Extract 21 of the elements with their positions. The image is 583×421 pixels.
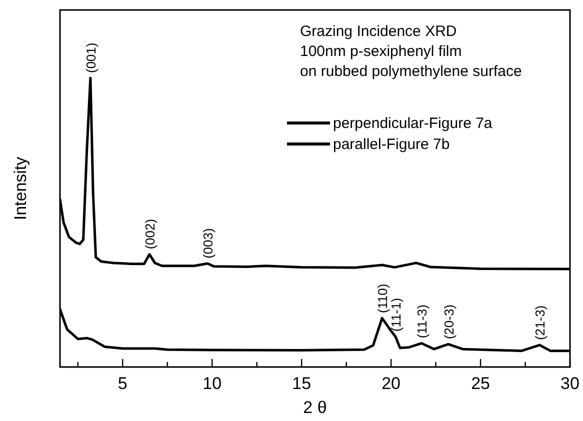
x-tick-label: 25: [471, 374, 490, 393]
legend-label: parallel-Figure 7b: [333, 136, 450, 153]
annotation: (21-3): [532, 305, 548, 340]
annotation: on rubbed polymethylene surface: [300, 63, 522, 80]
annotation: (20-3): [441, 304, 456, 340]
legend-label: perpendicular-Figure 7a: [333, 115, 493, 132]
y-axis-title: Intensity: [11, 156, 30, 220]
annotation: (002): [142, 218, 158, 250]
annotation: (11-3): [414, 304, 430, 338]
text: 100nm p-sexiphenyl film: [300, 43, 462, 60]
x-tick-label: 20: [382, 374, 401, 393]
x-tick-label: 5: [118, 374, 128, 393]
annotation: (003): [200, 228, 216, 259]
annotation: (001): [83, 42, 98, 73]
annotation: (110): [375, 284, 390, 314]
x-tick-label: 15: [292, 374, 312, 393]
x-axis-title: 2 θ: [303, 398, 327, 417]
text: Grazing Incidence XRD: [300, 23, 457, 40]
annotation: (11-1): [388, 298, 404, 332]
x-tick-label: 30: [560, 374, 580, 393]
x-tick-label: 10: [202, 374, 222, 393]
